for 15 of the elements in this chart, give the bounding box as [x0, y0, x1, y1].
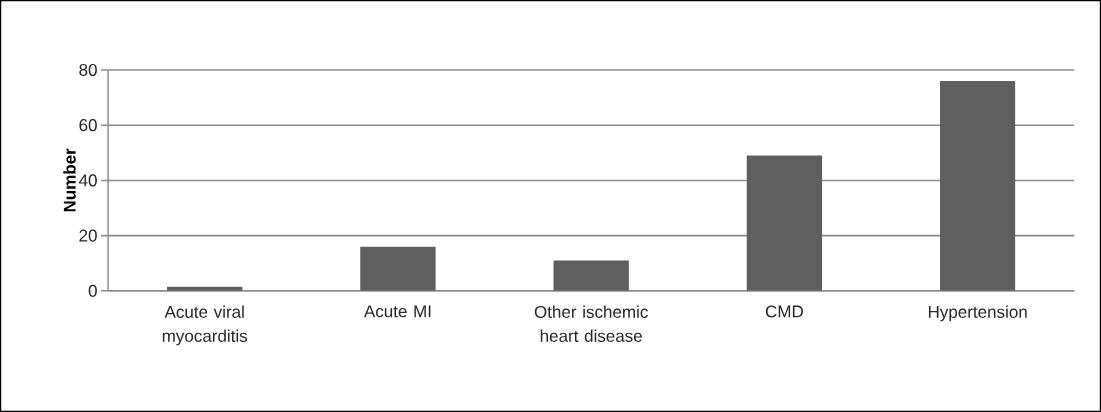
y-tick-label: 0 — [88, 284, 97, 297]
bar — [553, 260, 629, 291]
y-tick-label: 80 — [79, 63, 97, 76]
y-tick-label: 20 — [79, 229, 97, 242]
x-tick-label: Hypertension — [928, 305, 1027, 322]
y-tick-label: 40 — [78, 174, 97, 187]
bar — [746, 155, 823, 291]
bar — [360, 246, 436, 291]
y-axis-title: Number — [63, 148, 76, 212]
x-tick-label: CMD — [765, 305, 803, 318]
x-tick-label: Other ischemic heart disease — [534, 305, 648, 342]
x-tick-label: Acute viral myocarditis — [162, 305, 248, 346]
y-tick-label: 60 — [79, 119, 97, 132]
x-tick-label: Acute MI — [363, 305, 431, 318]
bar — [940, 80, 1016, 291]
